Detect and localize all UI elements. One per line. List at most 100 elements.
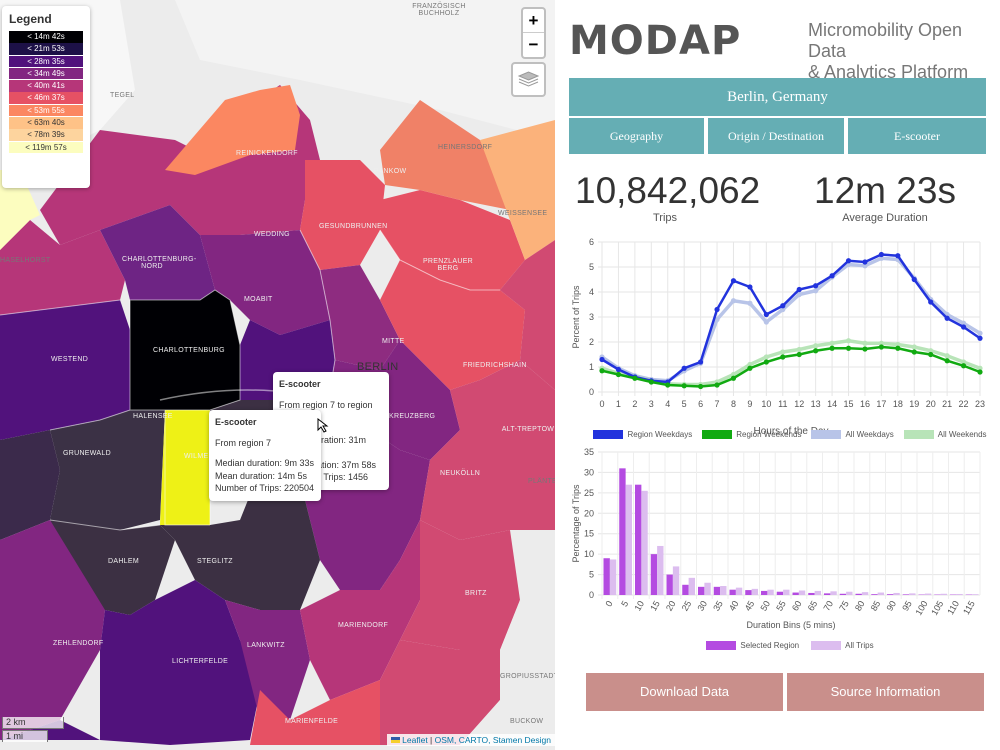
x-tick-label: 20: [926, 399, 936, 409]
x-tick-label: 11: [778, 399, 787, 409]
map[interactable]: Legend < 14m 42s < 21m 53s < 28m 35s < 34m …: [0, 0, 555, 750]
x-tick-label: 45: [743, 599, 757, 613]
legend-entry[interactable]: All Weekdays: [811, 430, 894, 439]
place-label: GROPIUSSTADT: [500, 673, 555, 680]
bar: [830, 591, 837, 595]
bar: [767, 589, 774, 595]
zoom-out-button[interactable]: −: [528, 35, 539, 54]
logo-subtitle: Micromobility Open Data & Analytics Plat…: [808, 20, 1000, 83]
legend-swatch: [702, 430, 733, 439]
legend-entry[interactable]: All Trips: [811, 641, 874, 650]
x-tick-label: 110: [945, 599, 961, 616]
bar: [698, 586, 705, 595]
x-tick-label: 20: [664, 599, 678, 613]
x-tick-label: 1: [616, 399, 621, 409]
x-tick-label: 0: [599, 399, 604, 409]
legend-item: < 40m 41s: [9, 80, 83, 92]
source-information-button[interactable]: Source Information: [787, 673, 984, 711]
bar: [893, 592, 900, 595]
leaflet-link[interactable]: Leaflet: [402, 735, 428, 745]
legend-entry[interactable]: Region Weekends: [702, 430, 801, 439]
place-label: TEGEL: [110, 92, 135, 99]
hourly-line-chart: 0 1 2 3 4 5 6 7 8 9 10 11 12 13 14 15 16 17 18 19 20 21 22 2301…: [571, 237, 985, 437]
tab-geography[interactable]: Geography: [569, 118, 704, 154]
bar: [924, 593, 932, 595]
place-label: HASELHORST: [0, 257, 51, 264]
place-label: MOABIT: [244, 296, 273, 303]
data-point: [632, 375, 638, 381]
tab-origin-destination[interactable]: Origin / Destination: [708, 118, 844, 154]
legend-entry[interactable]: Region Weekdays: [593, 430, 692, 439]
popup-origin-median: Median duration: 9m 33s: [215, 458, 315, 468]
x-tick-label: 10: [761, 399, 771, 409]
x-tick-label: 15: [844, 399, 854, 409]
x-axis-label: Hours of the Day: [753, 426, 828, 437]
x-tick-label: 105: [929, 599, 945, 617]
data-point: [714, 382, 720, 388]
bar: [713, 586, 721, 595]
bar: [657, 545, 664, 595]
x-tick-label: 12: [794, 399, 804, 409]
x-tick-label: 23: [975, 399, 985, 409]
data-point: [829, 345, 835, 351]
data-point: [911, 276, 917, 283]
y-tick-label: 1: [589, 362, 594, 372]
zoom-control[interactable]: + −: [521, 7, 546, 59]
legend-entry[interactable]: Selected Region: [706, 641, 799, 650]
legend-title: Legend: [9, 12, 52, 26]
download-data-button[interactable]: Download Data: [586, 673, 783, 711]
x-tick-label: 17: [876, 399, 886, 409]
data-point: [911, 344, 917, 350]
y-tick-label: 0: [589, 590, 594, 600]
data-point: [960, 363, 967, 369]
place-label: BRITZ: [465, 590, 487, 597]
bar: [641, 490, 648, 595]
bar: [625, 484, 632, 595]
data-point: [747, 284, 753, 290]
data-point: [895, 345, 901, 351]
bar: [783, 589, 790, 595]
zoom-in-button[interactable]: +: [523, 9, 544, 33]
legend-entry-label: All Trips: [845, 641, 874, 650]
bar-chart-legend: Selected Region All Trips: [580, 641, 1000, 650]
legend-entry[interactable]: All Weekends: [903, 430, 987, 439]
place-label: PANKOW: [374, 168, 407, 175]
bar: [877, 592, 884, 595]
bar: [972, 594, 979, 595]
x-tick-label: 13: [811, 399, 821, 409]
data-point: [763, 319, 769, 325]
data-point: [698, 383, 704, 390]
layers-button[interactable]: [511, 62, 546, 97]
data-point: [944, 358, 950, 364]
place-label: PRENZLAUER BERG: [422, 258, 474, 272]
place-label: HALENSEE: [133, 413, 173, 420]
x-tick-label: 3: [649, 399, 654, 409]
bar: [956, 593, 963, 595]
x-tick-label: 5: [619, 599, 630, 608]
x-tick-label: 22: [959, 399, 969, 409]
city-button[interactable]: Berlin, Germany: [569, 78, 986, 116]
place-label: MARIENDORF: [338, 622, 389, 629]
y-tick-label: 15: [584, 529, 594, 539]
data-point: [845, 338, 852, 344]
x-tick-label: 115: [961, 599, 977, 616]
trips-label: Trips: [652, 212, 678, 224]
tab-escooter[interactable]: E-scooter: [848, 118, 986, 154]
x-tick-label: 30: [695, 599, 709, 613]
data-point: [730, 371, 737, 378]
data-point: [862, 259, 868, 265]
legend-swatch: [903, 430, 934, 439]
legend-item: < 28m 35s: [9, 55, 83, 68]
data-point: [763, 311, 769, 318]
x-tick-label: 21: [942, 399, 952, 409]
x-tick-label: 95: [900, 599, 914, 613]
legend-entry-label: All Weekends: [937, 430, 987, 439]
x-tick-label: 80: [853, 599, 867, 613]
data-point: [977, 369, 983, 375]
data-point: [878, 344, 884, 350]
attribution-sources-link[interactable]: OSM, CARTO, Stamen Design: [434, 735, 551, 745]
x-tick-label: 9: [747, 399, 752, 409]
x-tick-label: 10: [632, 599, 646, 613]
bar: [940, 593, 947, 595]
place-label: BUCKOW: [510, 718, 544, 725]
